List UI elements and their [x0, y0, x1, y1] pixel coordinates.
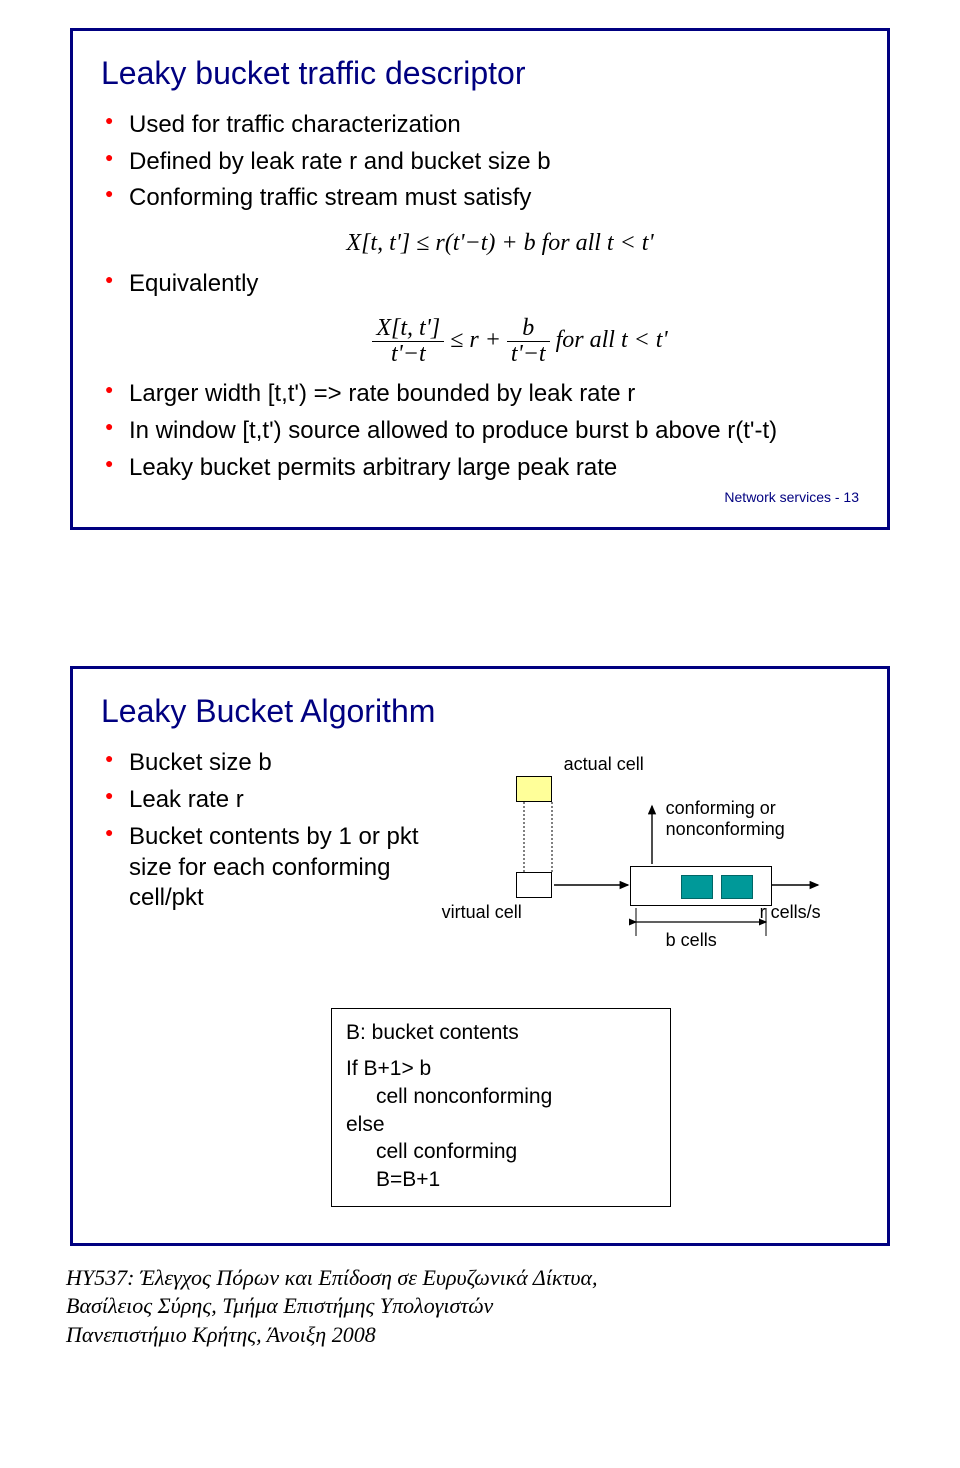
frac-2-num: b [507, 316, 550, 342]
slide-1-bullet-equiv: Equivalently [101, 269, 859, 300]
algo-line-5: cell conforming [346, 1138, 656, 1166]
algo-line-2: If B+1> b [346, 1055, 656, 1083]
bullet: Conforming traffic stream must satisfy [129, 183, 859, 214]
frac-1-num: X[t, t'] [372, 316, 444, 342]
formula-1-text: X[t, t'] ≤ r(t'−t) + b for all t < t' [346, 230, 653, 256]
page-footer-line-2: Βασίλειος Σύρης, Τμήμα Επιστήμης Υπολογι… [66, 1292, 960, 1321]
bullet: Defined by leak rate r and bucket size b [129, 147, 859, 178]
slide-2-title: Leaky Bucket Algorithm [101, 693, 859, 730]
bullet: In window [t,t') source allowed to produ… [129, 416, 859, 447]
formula-tail: for all t < t' [556, 327, 668, 353]
page-footer: ΗΥ537: Έλεγχος Πόρων και Επίδοση σε Ευρυ… [66, 1264, 960, 1350]
slide-2-col-right: actual cell conforming or nonconforming … [450, 748, 859, 974]
slide-1: Leaky bucket traffic descriptor Used for… [70, 28, 890, 530]
slide-1-footer: Network services - 13 [101, 489, 859, 505]
bullet: Bucket size b [129, 748, 450, 779]
slide-1-bullets-top: Used for traffic characterization Define… [101, 110, 859, 214]
page-footer-line-1: ΗΥ537: Έλεγχος Πόρων και Επίδοση σε Ευρυ… [66, 1264, 960, 1293]
label-conforming: conforming or nonconforming [666, 798, 830, 838]
label-r-cells: r cells/s [760, 902, 821, 923]
page-footer-line-3: Πανεπιστήμιο Κρήτης, Άνοιξη 2008 [66, 1321, 960, 1350]
label-virtual-cell: virtual cell [442, 902, 522, 923]
algo-line-6: B=B+1 [346, 1166, 656, 1194]
algo-line-3: cell nonconforming [346, 1083, 656, 1111]
label-actual-cell: actual cell [564, 754, 644, 775]
algorithm-box: B: bucket contents If B+1> b cell noncon… [331, 1008, 671, 1206]
slide-1-bullets-bottom: Larger width [t,t') => rate bounded by l… [101, 379, 859, 483]
actual-cell-box [516, 776, 552, 802]
algo-line-4: else [346, 1111, 656, 1139]
bucket-diagram: actual cell conforming or nonconforming … [460, 754, 830, 974]
virtual-cell-box [516, 872, 552, 898]
slide-1-title: Leaky bucket traffic descriptor [101, 55, 859, 92]
bullet: Equivalently [129, 269, 859, 300]
frac-1-den: t'−t [372, 342, 444, 367]
formula-1: X[t, t'] ≤ r(t'−t) + b for all t < t' [141, 230, 859, 257]
frac-2-den: t'−t [507, 342, 550, 367]
bullet: Bucket contents by 1 or pkt size for eac… [129, 822, 450, 914]
slide-2-columns: Bucket size b Leak rate r Bucket content… [101, 748, 859, 974]
bullet: Leak rate r [129, 785, 450, 816]
bullet: Used for traffic characterization [129, 110, 859, 141]
formula-mid: ≤ r + [450, 327, 507, 353]
slide-2-col-left: Bucket size b Leak rate r Bucket content… [101, 748, 450, 974]
bullet: Leaky bucket permits arbitrary large pea… [129, 453, 859, 484]
bucket-cell-1 [681, 875, 713, 899]
bucket-cell-2 [721, 875, 753, 899]
algo-line-1: B: bucket contents [346, 1019, 656, 1047]
label-b-cells: b cells [666, 930, 717, 951]
slide-2: Leaky Bucket Algorithm Bucket size b Lea… [70, 666, 890, 1245]
slide-2-bullets: Bucket size b Leak rate r Bucket content… [101, 748, 450, 914]
bucket-box [630, 866, 772, 906]
frac-1: X[t, t'] t'−t [372, 316, 444, 367]
formula-2: X[t, t'] t'−t ≤ r + b t'−t for all t < t… [181, 316, 859, 367]
frac-2: b t'−t [507, 316, 550, 367]
bullet: Larger width [t,t') => rate bounded by l… [129, 379, 859, 410]
slide-gap [0, 548, 960, 638]
